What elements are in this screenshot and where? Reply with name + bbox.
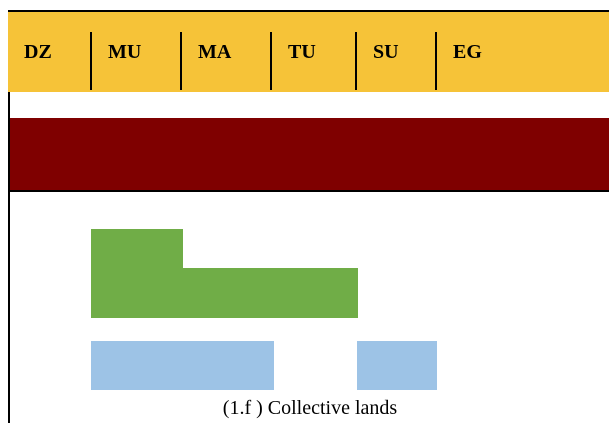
- header-cell: EG: [453, 41, 482, 63]
- separator: [435, 32, 437, 90]
- blue-block: [91, 341, 274, 390]
- header-row: DZ MU MA TU SU EG: [8, 10, 609, 92]
- caption: (1.f ) Collective lands: [222, 397, 398, 419]
- separator: [355, 32, 357, 90]
- header-cell: SU: [373, 41, 399, 63]
- header-cell: TU: [288, 41, 316, 63]
- blue-block: [357, 341, 437, 390]
- dark-red-band: [10, 118, 609, 192]
- separator: [180, 32, 182, 90]
- left-border: [8, 10, 10, 423]
- green-block: [91, 229, 183, 318]
- header-cell: DZ: [24, 41, 52, 63]
- separator: [90, 32, 92, 90]
- header-cell: MA: [198, 41, 232, 63]
- header-cell: MU: [108, 41, 142, 63]
- green-block: [183, 268, 358, 318]
- separator: [270, 32, 272, 90]
